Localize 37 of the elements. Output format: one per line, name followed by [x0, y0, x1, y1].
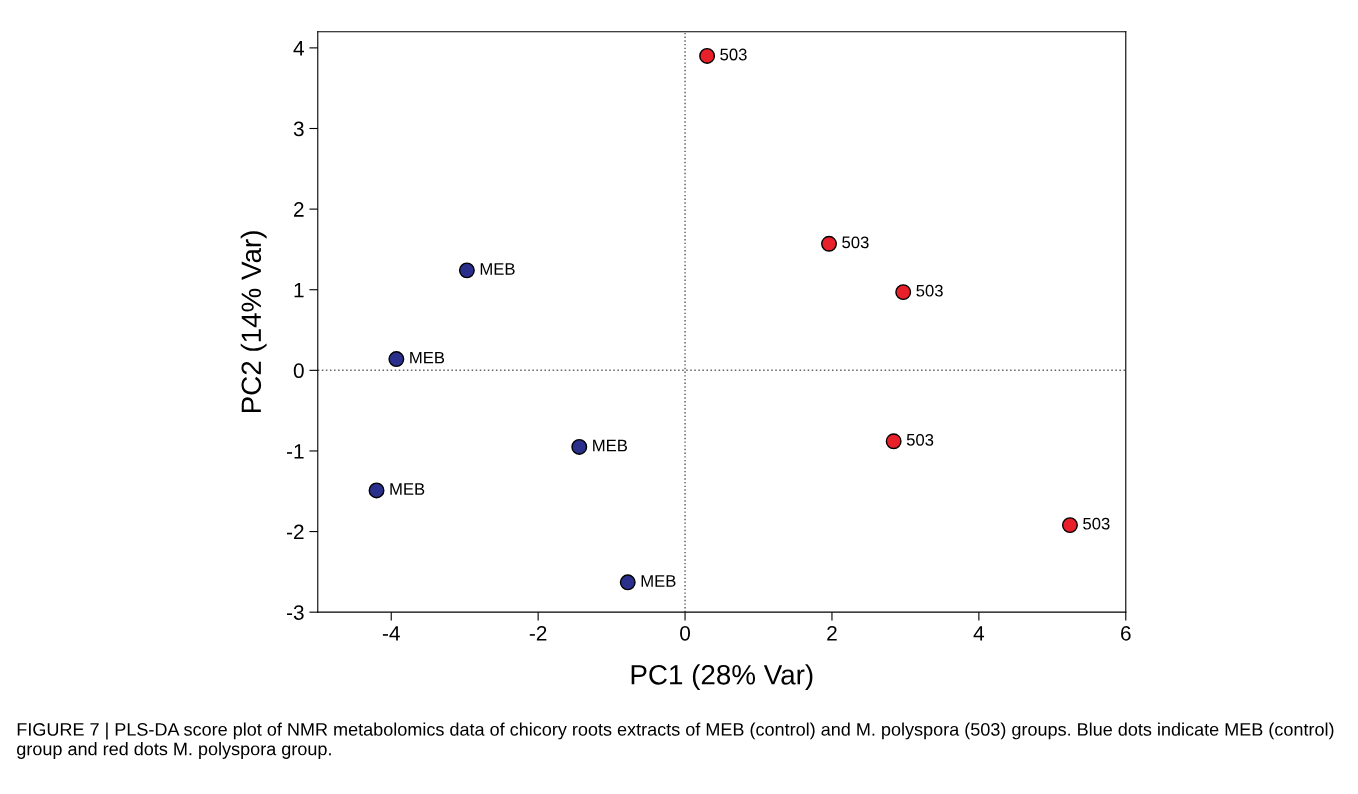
y-tick-label: 0 [293, 363, 304, 379]
x-tick-label: -4 [382, 626, 400, 641]
x-tick-label: 2 [827, 625, 837, 641]
annotation: MEB [641, 575, 676, 587]
point [1061, 517, 1078, 534]
annotation: MEB [410, 351, 445, 364]
point [388, 351, 405, 368]
annotation: 503 [916, 284, 943, 297]
y-axis-title: PC2 (14% Var) [240, 231, 267, 413]
point [571, 438, 588, 455]
annotation: MEB [480, 263, 515, 275]
y-tick-label: -2 [286, 524, 304, 540]
x-tick-label: 0 [680, 625, 691, 641]
annotation: 503 [842, 236, 869, 249]
x-tick-label: 4 [973, 626, 985, 641]
point [368, 482, 385, 499]
annotation: MEB [390, 483, 425, 495]
y-tick-label: -1 [286, 444, 304, 459]
annotation: 503 [1083, 517, 1110, 530]
point [458, 262, 475, 279]
caption: FIGURE 7 | PLS-DA score plot of NMR metabolomics data of chicory roots extracts of MEB (control) and M. polyspora (503) groups. Blue dots indicate MEB (control) group and red dots M. polyspora group. [17, 722, 1334, 759]
y-tick-label: 3 [293, 121, 304, 137]
point [619, 574, 636, 591]
y-tick-label: 4 [293, 41, 304, 56]
x-axis-title: PC1 (28% Var) [631, 664, 813, 691]
point [885, 433, 902, 450]
point [699, 47, 716, 64]
x-tick-label: -2 [529, 625, 547, 641]
y-tick-label: 1 [294, 282, 304, 298]
x-tick-label: 6 [1121, 625, 1131, 641]
annotation: 503 [906, 433, 934, 446]
point [895, 284, 912, 301]
y-tick-label: -3 [286, 605, 304, 620]
y-tick-label: 2 [294, 202, 304, 217]
point [821, 235, 838, 252]
annotation: MEB [593, 439, 628, 452]
annotation: 503 [720, 48, 747, 61]
